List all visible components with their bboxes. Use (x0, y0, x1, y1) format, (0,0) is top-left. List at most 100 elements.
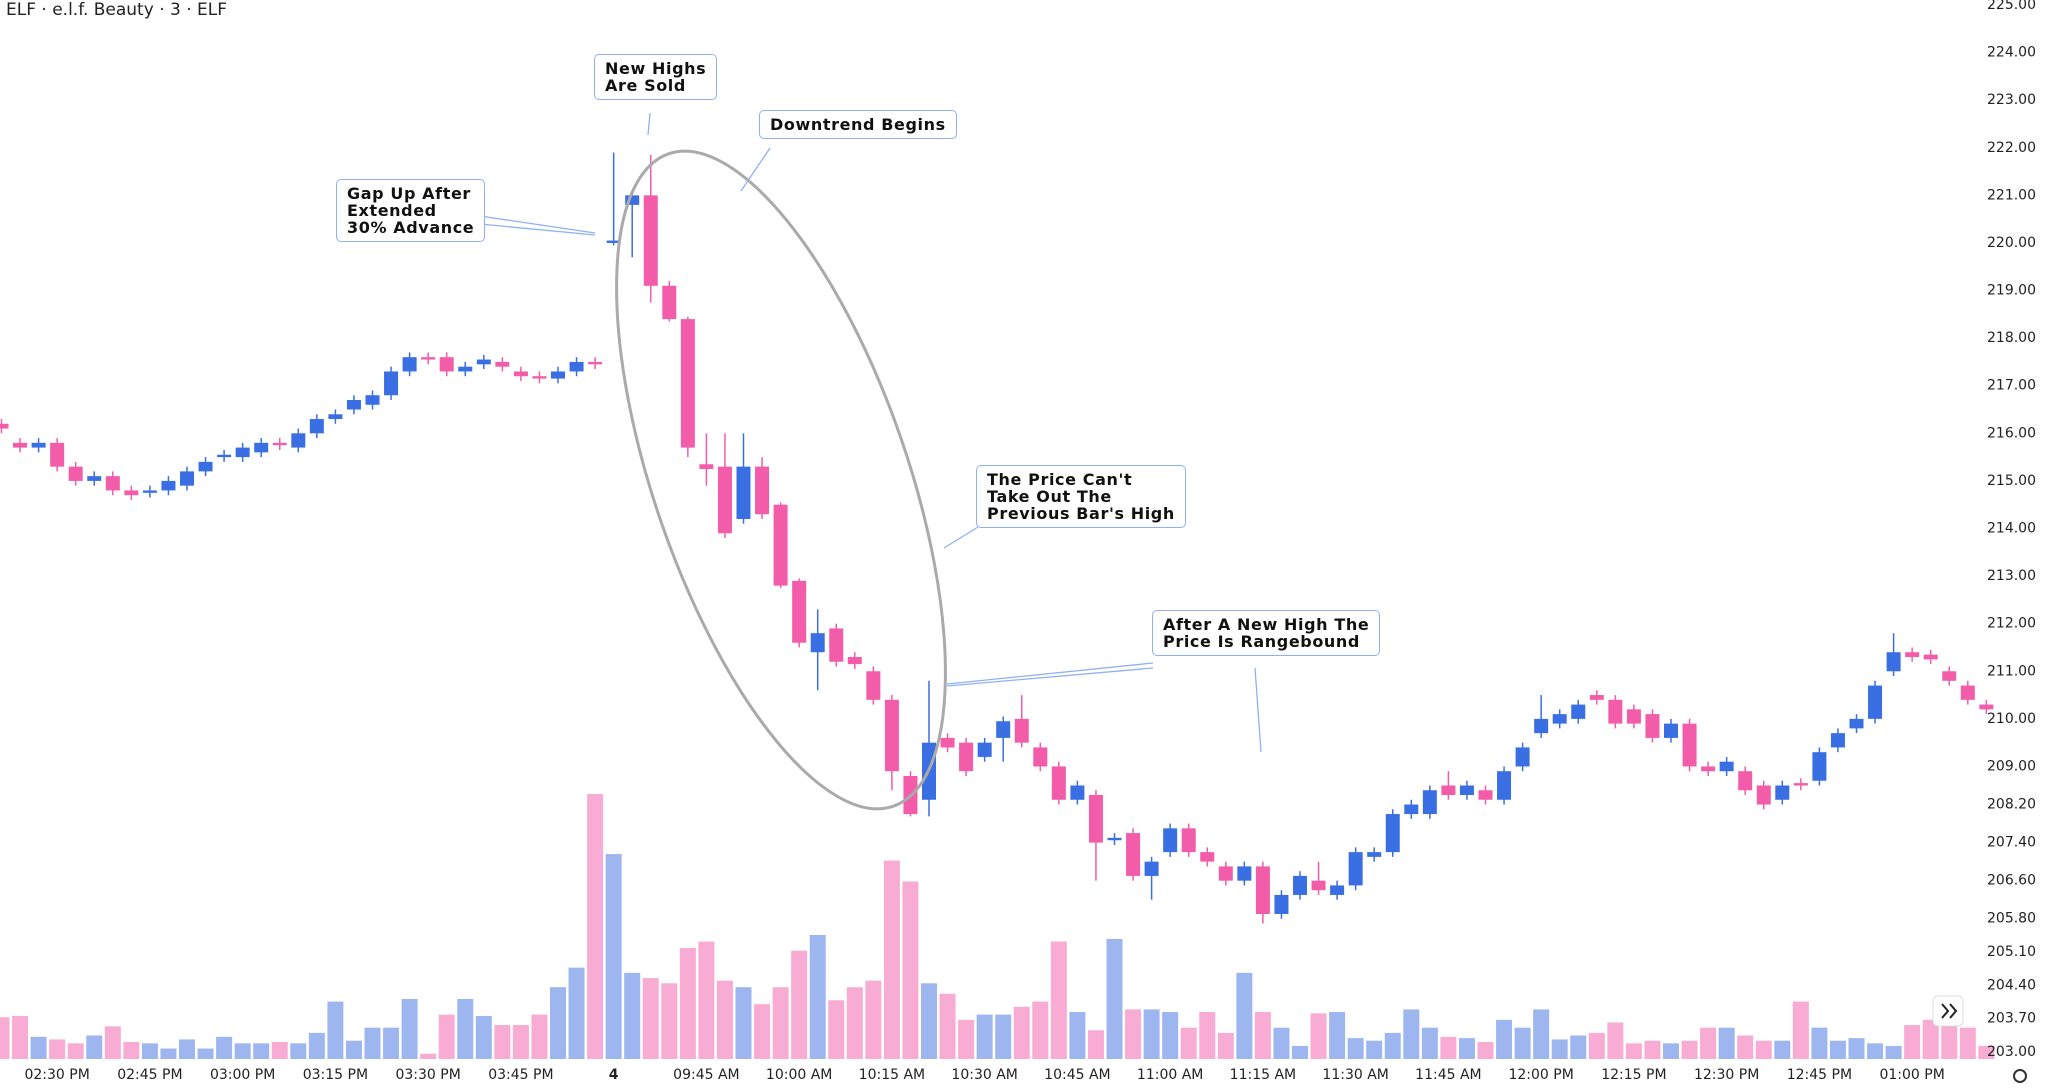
volume-bar (1607, 1022, 1624, 1059)
y-tick-label: 203.70 (1987, 1011, 2036, 1027)
candle-layer (0, 152, 1994, 924)
candle-body (346, 400, 361, 410)
candle-body (1608, 699, 1623, 724)
volume-bar (1254, 1012, 1271, 1059)
x-tick-label: 02:30 PM (24, 1067, 89, 1083)
volume-bar (1458, 1038, 1475, 1059)
settings-icon[interactable] (2013, 1069, 2027, 1083)
volume-bar (1106, 938, 1123, 1059)
volume-bar (754, 1004, 771, 1059)
volume-bar (1922, 1019, 1939, 1059)
candle-body (1571, 704, 1586, 719)
volume-bar (846, 987, 863, 1059)
candle-body (402, 357, 417, 372)
volume-bar (1885, 1045, 1902, 1059)
y-tick-label: 214.00 (1987, 521, 2036, 537)
candle-body (588, 361, 603, 365)
trend-ellipse (615, 149, 947, 811)
volume-bar (104, 1026, 121, 1059)
volume-bar (1236, 972, 1253, 1059)
x-tick-label: 12:45 PM (1787, 1067, 1852, 1083)
y-tick-label: 206.60 (1987, 873, 2036, 889)
candle-body (1756, 785, 1771, 805)
candle-body (87, 476, 102, 481)
volume-bar (1032, 1001, 1049, 1059)
volume-bar (1069, 1012, 1086, 1059)
volume-bar (550, 987, 566, 1059)
pointer (943, 526, 979, 549)
candle-body (1515, 747, 1530, 767)
y-tick-label: 217.00 (1987, 378, 2036, 394)
volume-bar (1514, 1027, 1531, 1059)
candle-body (1830, 733, 1845, 748)
volume-bar (1644, 1040, 1661, 1059)
candle-body (1422, 790, 1437, 815)
volume-layer (0, 794, 1995, 1059)
y-tick-label: 211.00 (1987, 663, 2036, 679)
volume-bar (271, 1042, 288, 1059)
annotation: After A New High The Price Is Rangebound (1152, 610, 1381, 656)
x-tick-label: 10:30 AM (951, 1067, 1017, 1083)
volume-bar (49, 1039, 66, 1059)
pointer (946, 662, 1154, 685)
y-tick-label: 205.80 (1987, 911, 2036, 927)
volume-bar (1087, 1030, 1104, 1059)
candle-body (31, 442, 46, 448)
candle-body (1441, 785, 1456, 796)
candle-body (884, 699, 899, 772)
volume-bar (438, 1014, 455, 1059)
volume-bar (290, 1043, 307, 1059)
volume-bar (828, 1000, 845, 1059)
x-tick-label: 11:00 AM (1137, 1067, 1203, 1083)
candle-body (959, 742, 974, 772)
volume-bar (976, 1014, 993, 1059)
volume-bar (1440, 1036, 1457, 1059)
volume-bar (160, 1048, 177, 1059)
volume-bar (587, 794, 604, 1059)
candle-body (1589, 695, 1604, 700)
candle-body (1775, 785, 1790, 800)
candle-body (755, 466, 770, 515)
volume-bar (1700, 1027, 1717, 1059)
volume-bar (1347, 1038, 1364, 1059)
volume-bar (642, 978, 659, 1059)
candle-body (1626, 709, 1641, 724)
x-tick-label: 01:00 PM (1879, 1067, 1944, 1083)
volume-bar (1625, 1043, 1642, 1059)
volume-bar (1292, 1045, 1308, 1059)
volume-bar (1162, 1012, 1179, 1059)
volume-bar (1978, 1045, 1995, 1059)
volume-bar (958, 1019, 975, 1059)
candle-body (254, 442, 269, 453)
x-tick-label: 02:45 PM (117, 1067, 182, 1083)
candle-body (1163, 828, 1178, 853)
pointer (479, 215, 596, 234)
y-tick-label: 212.00 (1987, 616, 2036, 632)
x-tick-label: 11:15 AM (1230, 1067, 1296, 1083)
candle-body (866, 671, 881, 700)
candle-body (1793, 783, 1808, 786)
volume-bar (234, 1043, 251, 1059)
pointer (740, 147, 771, 192)
x-tick-label: 12:00 PM (1508, 1067, 1573, 1083)
candle-body (1701, 766, 1716, 772)
volume-bar (1792, 1001, 1809, 1059)
candle-body (1348, 852, 1363, 886)
volume-bar (1533, 1009, 1550, 1059)
volume-bar (141, 1043, 158, 1059)
volume-bar (401, 998, 418, 1059)
candle-body (1812, 752, 1827, 781)
x-tick-label: 11:30 AM (1322, 1067, 1388, 1083)
volume-bar (1718, 1027, 1735, 1059)
candle-body (940, 737, 955, 748)
candle-body (1552, 714, 1567, 724)
candle-body (1200, 852, 1215, 862)
candle-body (736, 466, 751, 519)
volume-bar (512, 1025, 529, 1059)
candle-body (1385, 814, 1400, 853)
volume-bar (1366, 1040, 1383, 1059)
volume-bar (679, 948, 696, 1059)
volume-bar (1959, 1027, 1976, 1059)
candle-body (1014, 718, 1029, 743)
candle-body (68, 466, 83, 481)
